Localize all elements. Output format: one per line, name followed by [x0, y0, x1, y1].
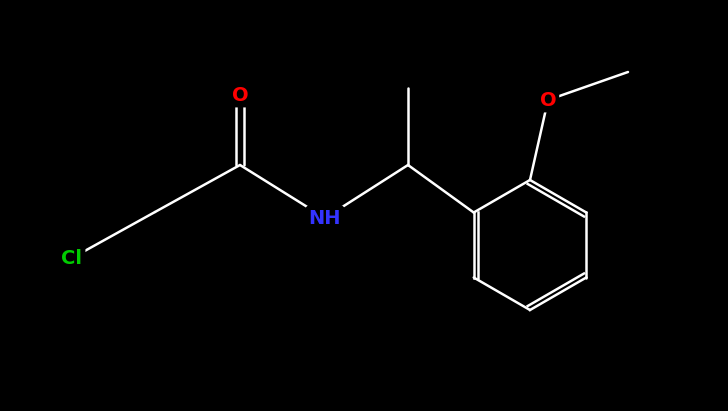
- Text: O: O: [539, 90, 556, 109]
- Text: O: O: [232, 85, 248, 104]
- Text: Cl: Cl: [61, 249, 82, 268]
- Text: NH: NH: [309, 208, 341, 228]
